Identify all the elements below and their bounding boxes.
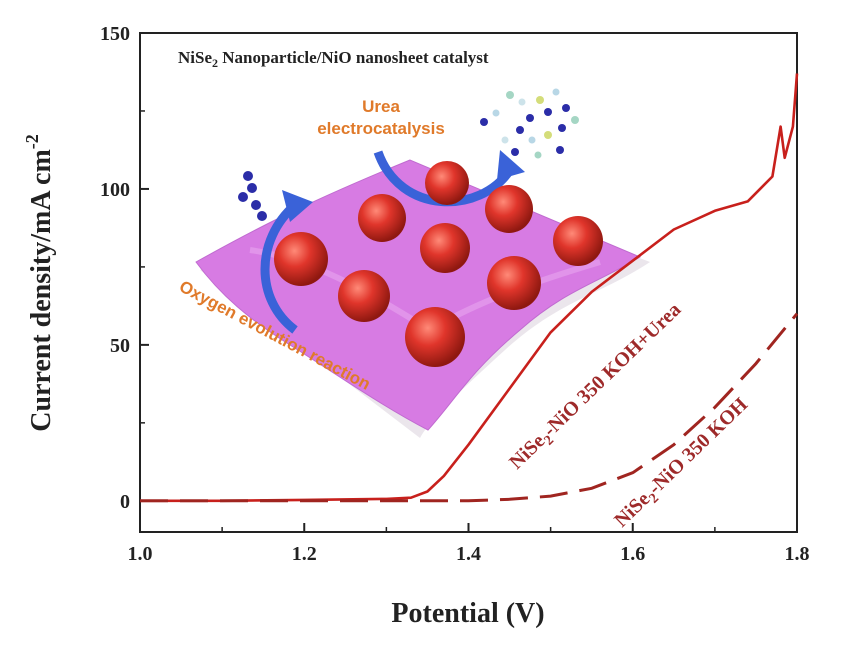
inset-illustration: NiSe2 Nanoparticle/NiO nanosheet catalys… bbox=[176, 48, 650, 438]
x-tick-label: 1.8 bbox=[785, 543, 810, 565]
series-label-koh: NiSe2-NiO 350 KOH bbox=[610, 393, 755, 534]
nanoparticle bbox=[553, 216, 603, 266]
nanoparticle bbox=[274, 232, 328, 286]
o2-molecule-icon bbox=[238, 171, 267, 221]
nanoparticle bbox=[358, 194, 406, 242]
y-axis-tick-labels: 0 50 100 150 bbox=[100, 23, 130, 513]
urea-label-line1: Urea bbox=[362, 97, 400, 116]
inset-title: NiSe2 Nanoparticle/NiO nanosheet catalys… bbox=[178, 48, 489, 70]
series-line-koh bbox=[140, 312, 799, 503]
urea-label-line2: electrocatalysis bbox=[317, 119, 445, 138]
x-axis-ticks bbox=[139, 523, 798, 532]
y-tick-label: 0 bbox=[120, 491, 130, 513]
nanoparticle bbox=[487, 256, 541, 310]
nanoparticle bbox=[405, 307, 465, 367]
y-axis-title: Current density/mA cm-2 bbox=[22, 134, 57, 432]
urea-arrow-head-icon bbox=[497, 150, 525, 180]
nanoparticle bbox=[425, 161, 469, 205]
x-tick-label: 1.6 bbox=[620, 543, 645, 565]
x-tick-label: 1.4 bbox=[456, 543, 481, 565]
nanoparticles bbox=[274, 161, 603, 367]
series-line-koh-urea bbox=[140, 73, 799, 503]
nio-nanosheet bbox=[195, 159, 642, 431]
oer-arrow bbox=[260, 201, 299, 334]
nanoparticle bbox=[338, 270, 390, 322]
urea-molecule-icon bbox=[480, 88, 579, 159]
nanoparticle bbox=[420, 223, 470, 273]
x-axis-tick-labels: 1.0 1.2 1.4 1.6 1.8 bbox=[128, 543, 810, 565]
nanoparticle bbox=[485, 185, 533, 233]
y-tick-label: 150 bbox=[100, 23, 130, 45]
y-tick-label: 100 bbox=[100, 179, 130, 201]
x-tick-label: 1.0 bbox=[128, 543, 153, 565]
x-axis-title: Potential (V) bbox=[391, 598, 544, 629]
oer-arrow-head-icon bbox=[282, 190, 313, 222]
y-tick-label: 50 bbox=[110, 335, 130, 357]
x-tick-label: 1.2 bbox=[292, 543, 317, 565]
y-axis-ticks bbox=[140, 32, 149, 502]
